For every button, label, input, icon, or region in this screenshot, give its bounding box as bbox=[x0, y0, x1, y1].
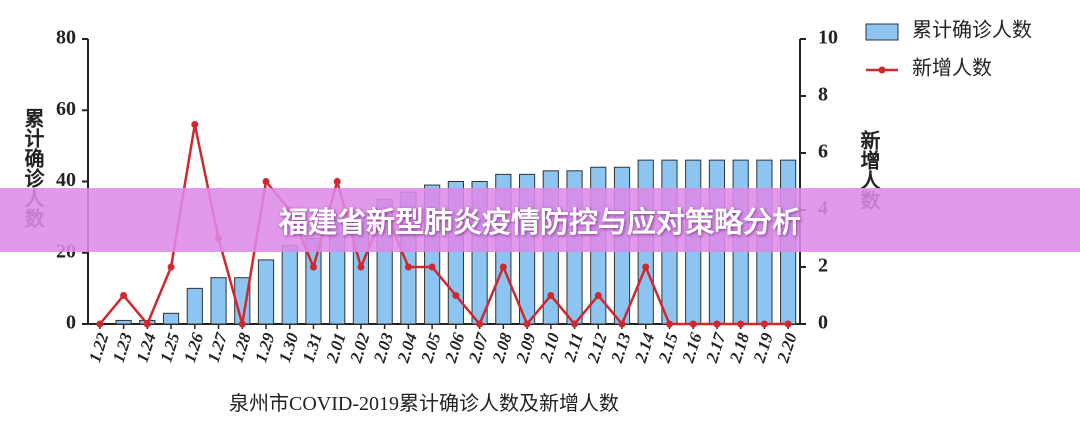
point bbox=[238, 320, 246, 328]
x-tick-label: 2.19 bbox=[749, 330, 777, 366]
point bbox=[476, 320, 484, 328]
legend-label: 累计确诊人数 bbox=[912, 19, 1032, 42]
point bbox=[689, 320, 697, 328]
point bbox=[571, 320, 579, 328]
point bbox=[642, 263, 650, 271]
x-tick-label: 2.12 bbox=[583, 330, 611, 366]
point bbox=[357, 263, 365, 271]
point bbox=[428, 263, 436, 271]
x-tick-label: 2.02 bbox=[346, 330, 374, 366]
point bbox=[760, 320, 768, 328]
y-tick-label: 60 bbox=[56, 98, 76, 120]
point bbox=[784, 320, 792, 328]
banner: 福建省新型肺炎疫情防控与应对策略分析 bbox=[0, 188, 1080, 252]
bar bbox=[115, 319, 132, 325]
bar bbox=[162, 312, 180, 325]
x-tick-label: 2.05 bbox=[417, 330, 445, 366]
point bbox=[309, 263, 317, 271]
x-tick-label: 2.15 bbox=[654, 330, 682, 366]
x-tick-label: 2.20 bbox=[773, 330, 801, 366]
x-tick-label: 2.07 bbox=[465, 329, 493, 366]
point bbox=[96, 320, 104, 328]
x-tick-label: 2.01 bbox=[322, 331, 350, 366]
point bbox=[120, 292, 128, 299]
x-tick-label: 2.18 bbox=[726, 330, 754, 366]
point bbox=[665, 320, 673, 328]
bar bbox=[257, 259, 275, 325]
point bbox=[523, 320, 531, 328]
legend-label: 新增人数 bbox=[912, 57, 992, 80]
y2-tick-label: 6 bbox=[818, 141, 828, 163]
point bbox=[167, 263, 175, 271]
banner-text: 福建省新型肺炎疫情防控与应对策略分析 bbox=[278, 205, 801, 239]
x-tick-label: 2.10 bbox=[536, 330, 564, 366]
point bbox=[143, 320, 151, 328]
point bbox=[594, 292, 602, 299]
legend-swatch-point bbox=[878, 66, 886, 74]
point bbox=[547, 292, 555, 299]
x-tick-label: 2.16 bbox=[678, 330, 706, 366]
y-tick-label: 80 bbox=[56, 27, 76, 49]
chart-title: 泉州市COVID-2019累计确诊人数及新增人数 bbox=[229, 392, 619, 415]
x-tick-label: 2.06 bbox=[441, 330, 469, 366]
x-tick-label: 2.09 bbox=[512, 330, 540, 366]
point bbox=[191, 121, 199, 128]
point bbox=[737, 320, 745, 328]
x-tick-label: 2.14 bbox=[631, 331, 659, 366]
x-tick-label: 2.03 bbox=[370, 330, 398, 366]
y2-tick-label: 2 bbox=[818, 255, 828, 277]
y-tick-label: 0 bbox=[66, 312, 76, 334]
point bbox=[404, 263, 412, 271]
y2-tick-label: 0 bbox=[818, 312, 828, 334]
point bbox=[333, 178, 341, 185]
point bbox=[452, 292, 460, 299]
bar bbox=[281, 245, 298, 325]
point bbox=[499, 263, 507, 271]
x-tick-label: 2.04 bbox=[393, 331, 421, 366]
y-tick-label: 40 bbox=[56, 169, 76, 191]
bar bbox=[186, 287, 203, 325]
y2-tick-label: 8 bbox=[818, 84, 828, 106]
point bbox=[713, 320, 721, 328]
x-tick-label: 2.08 bbox=[488, 330, 516, 366]
x-tick-label: 2.17 bbox=[702, 329, 730, 366]
x-tick-label: 2.13 bbox=[607, 330, 635, 366]
point bbox=[618, 320, 626, 328]
legend-swatch bbox=[865, 23, 899, 41]
y2-tick-label: 10 bbox=[818, 27, 838, 49]
point bbox=[262, 178, 270, 185]
bar bbox=[210, 277, 227, 325]
